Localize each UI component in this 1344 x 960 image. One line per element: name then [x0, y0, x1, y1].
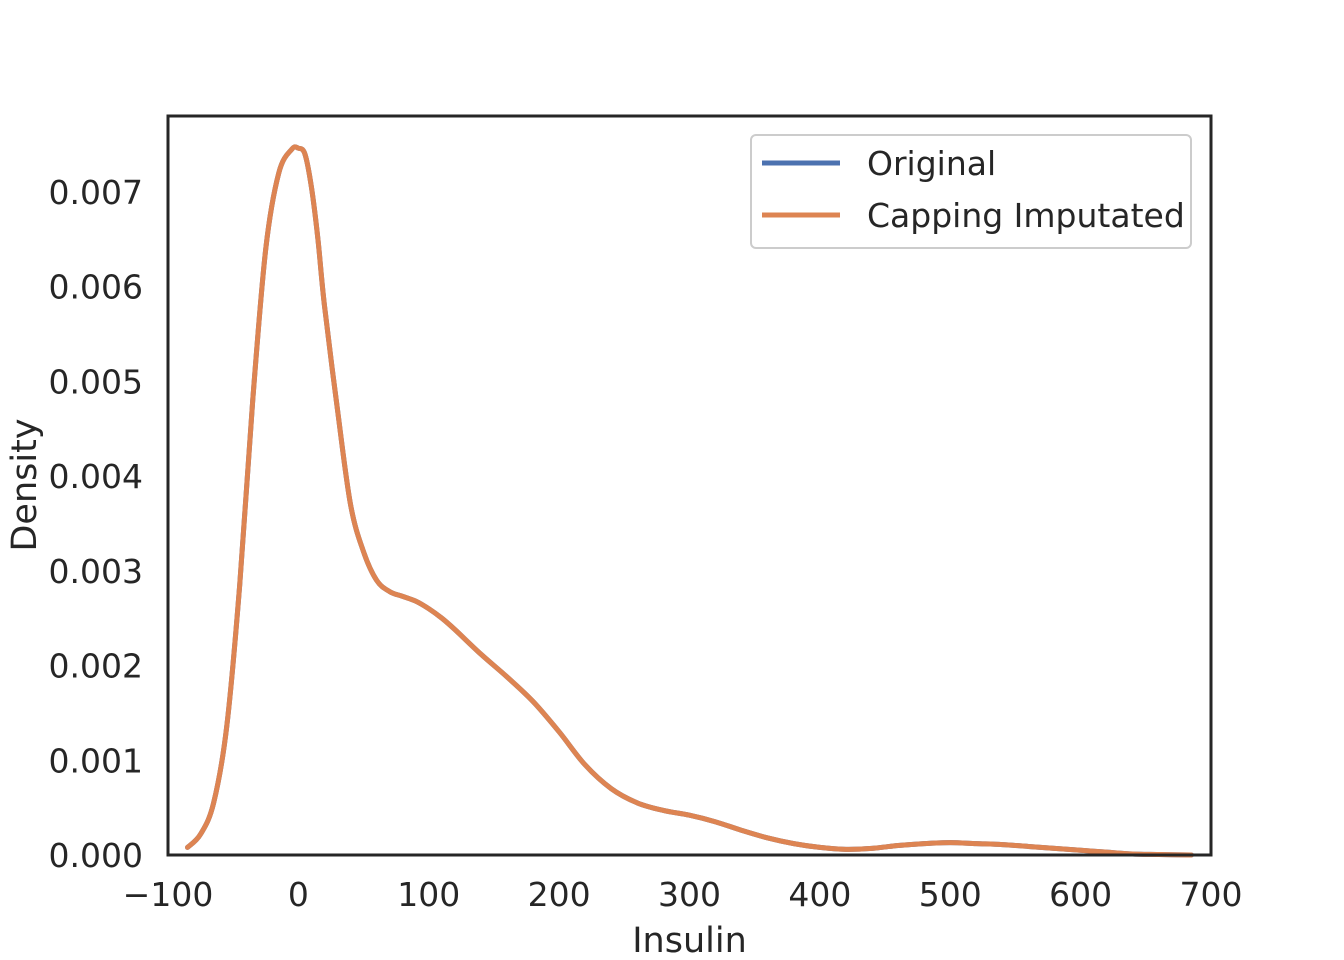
y-tick-label: 0.004 — [49, 457, 143, 496]
legend-label-original: Original — [867, 144, 996, 183]
y-tick-label: 0.002 — [49, 647, 143, 686]
x-tick-label: 400 — [788, 875, 851, 914]
x-tick-label: 0 — [288, 875, 309, 914]
x-tick-label: 300 — [658, 875, 721, 914]
y-tick-label: 0.001 — [49, 741, 143, 780]
x-axis-ticks: −100 0 100 200 300 400 500 600 700 — [123, 875, 1243, 914]
x-tick-label: 200 — [528, 875, 591, 914]
series-layer — [185, 144, 1194, 858]
x-tick-label: 100 — [397, 875, 460, 914]
legend-box — [750, 134, 1192, 249]
x-axis-label: Insulin — [632, 921, 747, 960]
legend: Original Capping Imputated — [750, 134, 1192, 249]
series-line-original — [185, 144, 1194, 858]
y-axis-ticks: 0.000 0.001 0.002 0.003 0.004 0.005 0.006 0.007 — [49, 173, 143, 875]
y-tick-label: 0.007 — [49, 173, 143, 212]
y-tick-label: 0.005 — [49, 362, 143, 401]
axes-frame — [166, 114, 1213, 857]
y-tick-label: 0.000 — [49, 836, 143, 875]
legend-label-capping-imputated: Capping Imputated — [867, 196, 1185, 235]
x-tick-label: 600 — [1049, 875, 1112, 914]
y-tick-label: 0.006 — [49, 268, 143, 307]
y-tick-label: 0.003 — [49, 552, 143, 591]
y-axis-label: Density — [5, 418, 45, 551]
series-line-capping-imputated — [185, 144, 1194, 858]
x-tick-label: 700 — [1180, 875, 1243, 914]
x-tick-label: 500 — [919, 875, 982, 914]
x-tick-label: −100 — [123, 875, 214, 914]
